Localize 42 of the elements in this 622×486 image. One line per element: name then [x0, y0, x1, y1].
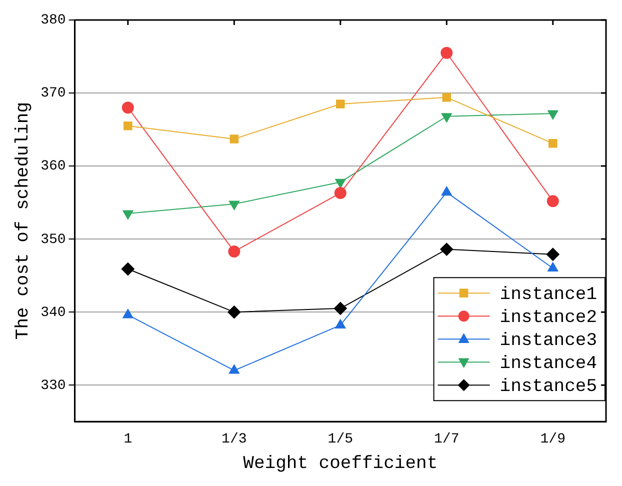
point: [336, 100, 345, 108]
legend-label: instance4: [500, 354, 598, 374]
point: [121, 262, 134, 276]
point: [228, 245, 240, 258]
point: [546, 195, 559, 208]
x-axis-title: Weight coefficient: [243, 454, 438, 474]
y-tick-label: 330: [40, 378, 66, 394]
legend-label: instance2: [500, 308, 598, 328]
y-tick-label: 360: [40, 158, 66, 175]
y-tick-label: 350: [40, 232, 66, 248]
point: [441, 186, 452, 196]
point: [548, 262, 558, 272]
point: [124, 121, 132, 130]
point: [548, 110, 558, 120]
point: [122, 210, 134, 220]
legend-label: instance5: [500, 376, 598, 397]
point: [440, 242, 454, 256]
point: [122, 102, 134, 114]
point: [442, 93, 452, 102]
point: [440, 46, 453, 59]
legend-label: instance1: [500, 284, 598, 305]
x-tick-label: 1/9: [540, 432, 566, 448]
point: [334, 187, 346, 200]
point: [335, 319, 346, 328]
point: [122, 308, 134, 318]
legend-label: instance3: [500, 330, 598, 351]
point: [441, 113, 452, 122]
point: [230, 134, 239, 144]
y-tick-label: 380: [40, 12, 66, 29]
x-tick-label: 1/5: [328, 432, 354, 448]
point: [335, 178, 346, 188]
y-axis-title: The cost of scheduling: [14, 102, 34, 340]
point: [548, 139, 558, 148]
x-tick-label: 1: [124, 432, 132, 448]
point: [546, 248, 560, 261]
y-tick-label: 340: [40, 304, 66, 321]
y-tick-label: 370: [40, 86, 66, 102]
point: [228, 364, 240, 374]
x-tick-label: 1/3: [222, 432, 247, 448]
x-tick-label: 1/7: [434, 432, 460, 448]
point: [228, 306, 241, 319]
point: [334, 302, 347, 315]
